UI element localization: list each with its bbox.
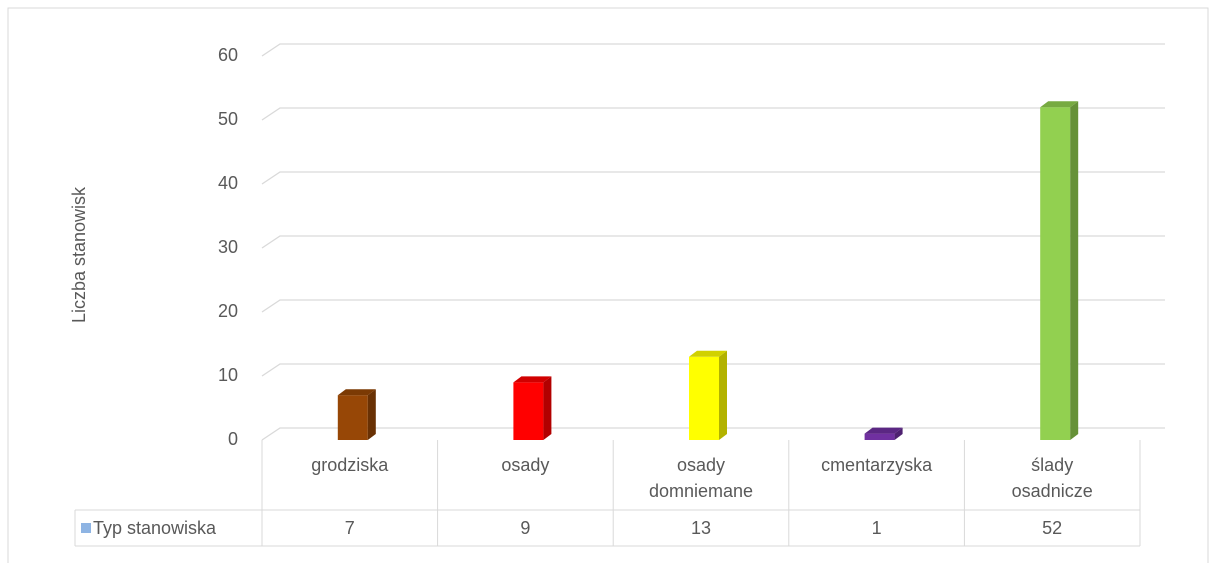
table-value: 13 [613, 510, 789, 546]
chart-border [7, 7, 1209, 563]
table-value: 52 [964, 510, 1140, 546]
bar [864, 427, 903, 440]
y-tick-label: 10 [218, 365, 238, 385]
label: cmentarzyska [821, 455, 933, 475]
grid-line [261, 427, 1165, 441]
bar-top [337, 389, 376, 396]
label: 52 [1042, 517, 1063, 538]
bar-top [864, 427, 903, 434]
bar-front [337, 395, 368, 440]
y-axis-title: Liczba stanowisk [69, 186, 89, 323]
label: grodziska [311, 455, 389, 475]
grid-line [261, 363, 1165, 377]
grid-line [261, 235, 1165, 249]
bar-front [689, 356, 719, 440]
x-tick-label: ślady osadnicze [964, 440, 1140, 510]
label: osady [501, 455, 550, 475]
x-tick-label: osady [438, 440, 614, 510]
grid-line [261, 43, 1165, 57]
y-tick-label: 50 [218, 109, 238, 129]
label: osady domniemane [648, 455, 754, 501]
y-tick-label: 40 [218, 173, 238, 193]
table-value: 7 [262, 510, 438, 546]
grid-line [261, 107, 1165, 121]
bar-side [719, 350, 727, 440]
label: 9 [520, 517, 531, 538]
bar-top [513, 376, 552, 383]
y-tick-label: 0 [228, 429, 238, 449]
bar [337, 389, 376, 440]
bar-front [513, 382, 544, 440]
bar [513, 376, 552, 440]
y-tick-label: 20 [218, 301, 238, 321]
label: 13 [690, 517, 711, 538]
bar-front [864, 433, 895, 440]
bar-side [367, 389, 376, 440]
bar [689, 350, 727, 440]
bar-top [689, 350, 727, 357]
bar-side [543, 376, 552, 440]
y-tick-label: 60 [218, 45, 238, 65]
bar-side [894, 427, 903, 440]
y-tick-label: 30 [218, 237, 238, 257]
x-tick-label: cmentarzyska [789, 440, 965, 510]
x-tick-label: grodziska [262, 440, 438, 510]
legend-swatch [81, 523, 91, 533]
bar [1040, 101, 1079, 440]
label: 1 [871, 517, 882, 538]
label: ślady osadnicze [1011, 455, 1093, 501]
grid-line [261, 171, 1165, 185]
bar-front [1040, 107, 1071, 440]
label: 7 [344, 517, 355, 538]
table-value: 1 [789, 510, 965, 546]
bar-top [1040, 101, 1079, 108]
table-value: 9 [438, 510, 614, 546]
legend-label: Typ stanowiska [93, 510, 258, 546]
grid-line [261, 299, 1165, 313]
bar-side [1070, 101, 1079, 440]
label: Typ stanowiska [93, 517, 217, 538]
x-tick-label: osady domniemane [613, 440, 789, 510]
